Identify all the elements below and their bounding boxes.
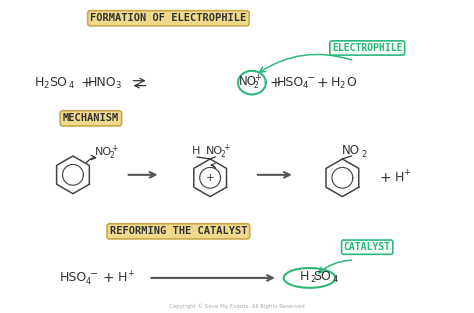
Text: MECHANISM: MECHANISM [63, 113, 119, 123]
Text: H: H [300, 270, 310, 284]
Text: H: H [331, 76, 340, 89]
Text: H: H [394, 171, 404, 184]
Text: HNO: HNO [88, 76, 116, 89]
Text: +: + [255, 73, 261, 82]
Text: SO: SO [49, 76, 67, 89]
Text: HSO: HSO [59, 271, 87, 285]
Text: CATALYST: CATALYST [344, 242, 391, 252]
Text: 2: 2 [310, 275, 315, 285]
Text: +: + [127, 269, 134, 279]
Text: ELECTROPHILE: ELECTROPHILE [332, 43, 402, 53]
Text: 4: 4 [85, 277, 91, 286]
Text: −: − [307, 73, 315, 83]
Text: NO: NO [342, 144, 360, 156]
Text: 4: 4 [303, 81, 308, 90]
Text: HSO: HSO [277, 76, 304, 89]
Text: FORMATION OF ELECTROPHILE: FORMATION OF ELECTROPHILE [90, 13, 246, 23]
Text: Copyright © Save My Exams. All Rights Reserved: Copyright © Save My Exams. All Rights Re… [169, 304, 305, 310]
Text: H: H [192, 146, 201, 156]
Text: +: + [403, 168, 410, 177]
Text: REFORMING THE CATALYST: REFORMING THE CATALYST [109, 226, 247, 236]
Text: +: + [317, 76, 328, 90]
Text: H: H [118, 271, 128, 285]
Text: 2: 2 [340, 81, 345, 90]
Text: +: + [379, 171, 391, 185]
Text: +: + [103, 271, 115, 285]
Text: 2: 2 [44, 81, 49, 90]
Text: +: + [206, 173, 214, 183]
Text: NO: NO [95, 147, 112, 157]
Text: SO: SO [314, 270, 331, 284]
Text: 2: 2 [254, 81, 258, 90]
Text: NO: NO [206, 146, 223, 156]
Text: +: + [223, 143, 229, 151]
Text: 3: 3 [115, 81, 120, 90]
Text: 4: 4 [68, 81, 73, 90]
Text: NO: NO [239, 75, 257, 88]
Text: H: H [35, 76, 44, 89]
Text: 2: 2 [109, 151, 114, 160]
Text: −: − [90, 269, 98, 279]
Text: +: + [270, 76, 282, 90]
Text: 2: 2 [221, 150, 226, 158]
Text: +: + [111, 144, 118, 152]
Text: 2: 2 [362, 150, 367, 158]
Text: +: + [80, 76, 91, 90]
Text: 4: 4 [333, 275, 338, 285]
Text: O: O [346, 76, 356, 89]
